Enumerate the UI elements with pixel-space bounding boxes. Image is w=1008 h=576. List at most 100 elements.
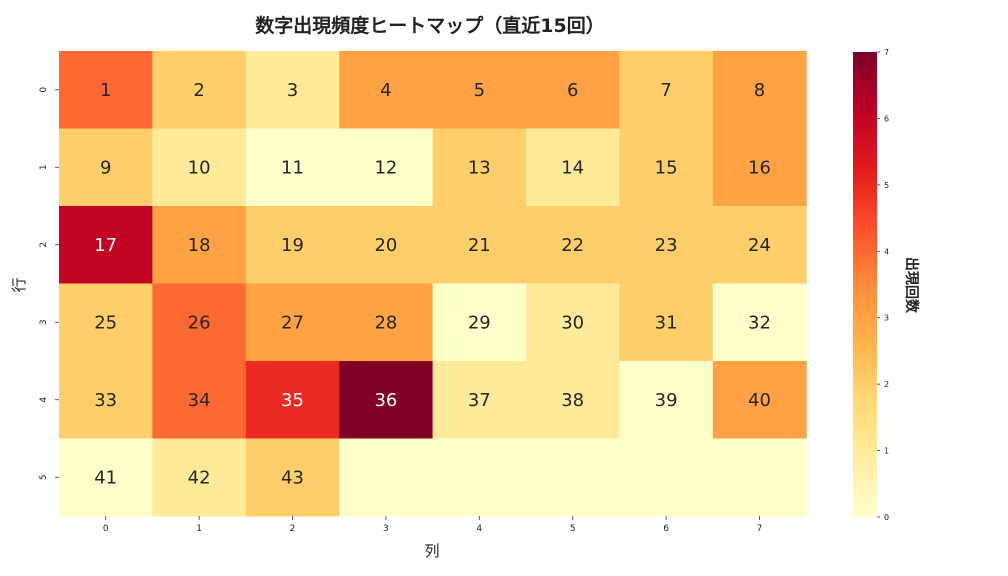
- cell-label-r1-c2: 11: [281, 157, 304, 178]
- colorbar-ticks: 0 1 2 3 4 5 6 7: [877, 48, 889, 522]
- cell-label-r2-c4: 21: [468, 235, 491, 256]
- cell-label-r1-c1: 10: [188, 157, 211, 178]
- cell-label-r3-c2: 27: [281, 312, 304, 333]
- cell-label-r2-c1: 18: [188, 235, 211, 256]
- heatmap-cell-r1-c4: [432, 128, 527, 207]
- cell-label-r1-c0: 9: [100, 157, 111, 178]
- heatmap-cell-r5-c5: [526, 438, 620, 517]
- cell-label-r4-c2: 35: [281, 390, 304, 411]
- heatmap-cell-r3-c6: [619, 283, 714, 362]
- cell-label-r4-c0: 33: [94, 390, 117, 411]
- cell-label-r1-c7: 16: [748, 157, 771, 178]
- heatmap-cell-r3-c7: [712, 283, 807, 362]
- colorbar-tick-label: 1: [884, 447, 889, 456]
- cell-label-r3-c3: 28: [374, 312, 397, 333]
- heatmap-cell-r1-c3: [339, 128, 434, 207]
- heatmap-cell-r5-c1: [152, 438, 247, 517]
- y-tick-label: 1: [39, 164, 49, 170]
- heatmap-cell-r4-c4: [432, 361, 527, 439]
- heatmap-cell-r0-c6: [619, 51, 714, 129]
- heatmap-cell-r1-c5: [526, 128, 620, 207]
- cell-label-r0-c6: 7: [660, 80, 671, 101]
- cell-label-r5-c0: 41: [94, 467, 117, 488]
- colorbar-tick-label: 0: [884, 513, 889, 522]
- cell-label-r1-c5: 14: [561, 157, 584, 178]
- heatmap-cell-r5-c0: [59, 438, 153, 517]
- heatmap-cell-r4-c7: [712, 361, 807, 439]
- cell-label-r4-c4: 37: [468, 390, 491, 411]
- cell-label-r4-c1: 34: [188, 390, 211, 411]
- x-tick-label: 7: [757, 524, 763, 534]
- colorbar-label: 出現回数: [903, 257, 920, 314]
- heatmap-cell-r5-c4: [432, 438, 527, 517]
- cell-label-r5-c2: 43: [281, 467, 304, 488]
- cell-label-r4-c3: 36: [374, 390, 397, 411]
- x-tick-label: 4: [476, 524, 482, 534]
- heatmap-cell-r5-c2: [245, 438, 340, 517]
- cell-label-r0-c0: 1: [100, 80, 111, 101]
- cell-label-r0-c2: 3: [287, 80, 298, 101]
- cell-label-r0-c5: 6: [567, 80, 578, 101]
- cell-label-r0-c3: 4: [380, 80, 391, 101]
- cell-label-r2-c5: 22: [561, 235, 584, 256]
- colorbar-tick-label: 7: [884, 48, 889, 57]
- heatmap-cell-r0-c5: [526, 51, 620, 129]
- heatmap-cells: [59, 51, 807, 517]
- heatmap-cell-r0-c1: [152, 51, 247, 129]
- heatmap-cell-r1-c6: [619, 128, 714, 207]
- cell-label-r4-c5: 38: [561, 390, 584, 411]
- heatmap-cell-r3-c1: [152, 283, 247, 362]
- cell-label-r1-c6: 15: [655, 157, 678, 178]
- x-tick-label: 1: [196, 524, 202, 534]
- heatmap-cell-r2-c5: [526, 206, 620, 284]
- heatmap-cell-r5-c3: [339, 438, 434, 517]
- heatmap-cell-r4-c5: [526, 361, 620, 439]
- heatmap-cell-r3-c2: [245, 283, 340, 362]
- colorbar: [853, 52, 877, 517]
- cell-label-r3-c4: 29: [468, 312, 491, 333]
- y-tick-label: 3: [39, 319, 49, 325]
- x-tick-label: 0: [103, 524, 109, 534]
- y-axis-label: 行: [10, 277, 28, 292]
- colorbar-tick-label: 3: [884, 314, 889, 323]
- x-tick-label: 6: [663, 524, 669, 534]
- heatmap-cell-r2-c6: [619, 206, 714, 284]
- cell-label-r1-c3: 12: [374, 157, 397, 178]
- y-tick-label: 5: [39, 474, 49, 480]
- heatmap-cell-r3-c5: [526, 283, 620, 362]
- heatmap-cell-r1-c1: [152, 128, 247, 207]
- heatmap-cell-r3-c0: [59, 283, 153, 362]
- heatmap-cell-r5-c7: [712, 438, 807, 517]
- heatmap-cell-r1-c0: [59, 128, 153, 207]
- heatmap-cell-r2-c7: [712, 206, 807, 284]
- heatmap-cell-r4-c3: [339, 361, 434, 439]
- heatmap-cell-r3-c3: [339, 283, 434, 362]
- x-axis-label: 列: [424, 542, 439, 560]
- cell-label-r0-c4: 5: [474, 80, 485, 101]
- cell-label-r0-c1: 2: [193, 80, 204, 101]
- cell-label-r4-c7: 40: [748, 390, 771, 411]
- heatmap-cell-r2-c1: [152, 206, 247, 284]
- colorbar-tick-label: 4: [884, 247, 889, 256]
- heatmap-cell-r4-c1: [152, 361, 247, 439]
- heatmap-cell-r4-c6: [619, 361, 714, 439]
- cell-label-r2-c3: 20: [374, 235, 397, 256]
- colorbar-tick-label: 6: [884, 114, 889, 123]
- heatmap-cell-r0-c2: [245, 51, 340, 129]
- heatmap-cell-r0-c7: [712, 51, 807, 129]
- cell-label-r5-c1: 42: [188, 467, 211, 488]
- chart-title: 数字出現頻度ヒートマップ（直近15回）: [255, 14, 604, 37]
- cell-label-r4-c6: 39: [655, 390, 678, 411]
- cell-label-r1-c4: 13: [468, 157, 491, 178]
- x-axis-ticks: 0 1 2 3 4 5 6 7: [103, 516, 763, 534]
- heatmap-cell-r0-c4: [432, 51, 527, 129]
- heatmap-cell-r2-c3: [339, 206, 434, 284]
- heatmap-cell-r3-c4: [432, 283, 527, 362]
- cell-label-r2-c7: 24: [748, 235, 771, 256]
- colorbar-tick-label: 5: [884, 181, 889, 190]
- cell-label-r3-c6: 31: [655, 312, 678, 333]
- cell-label-r2-c0: 17: [94, 235, 117, 256]
- cell-label-r2-c6: 23: [655, 235, 678, 256]
